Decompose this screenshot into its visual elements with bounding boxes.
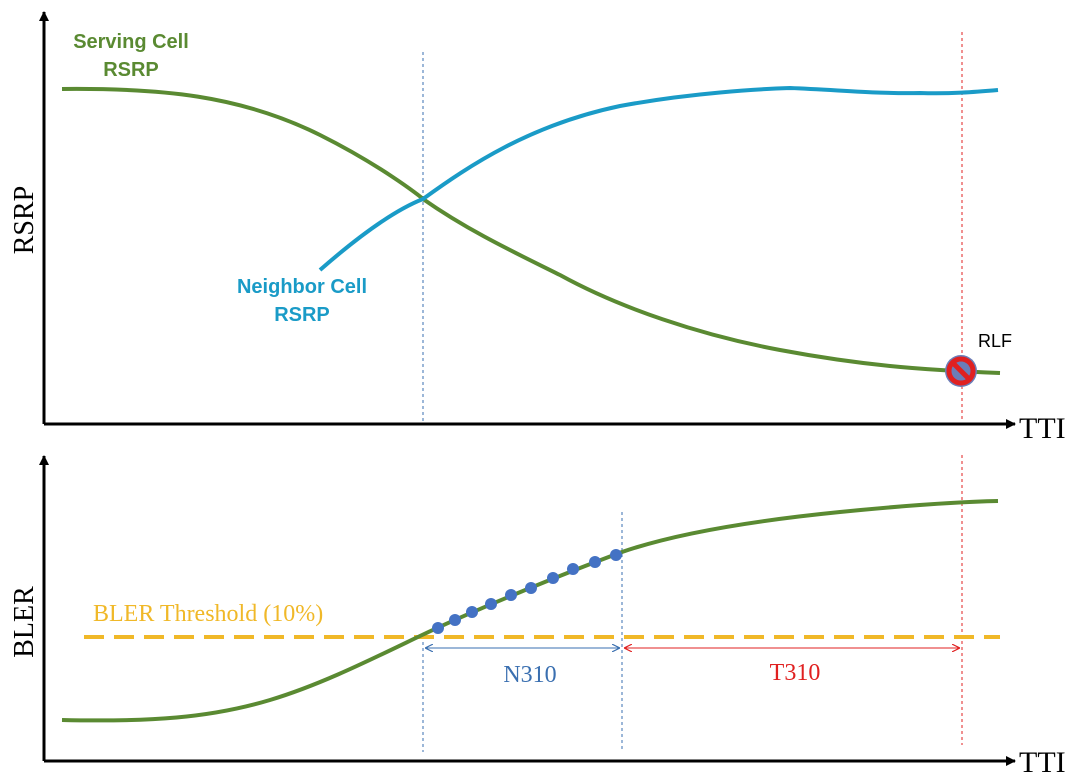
sample-point <box>547 572 559 584</box>
rlf-label: RLF <box>978 331 1012 351</box>
n310-sample-points <box>432 549 622 634</box>
sample-point <box>485 598 497 610</box>
rlf-no-entry-icon <box>945 355 977 387</box>
serving-cell-label-line2: RSRP <box>103 59 159 81</box>
t310-label: T310 <box>770 660 821 686</box>
bottom-y-axis-label: BLER <box>9 586 40 658</box>
sample-point <box>432 622 444 634</box>
bottom-x-axis-label: TTI <box>1019 746 1066 778</box>
n310-label: N310 <box>503 662 556 688</box>
sample-point <box>466 606 478 618</box>
sample-point <box>505 589 517 601</box>
serving-cell-rsrp-curve <box>61 86 1001 375</box>
bler-threshold-label: BLER Threshold (10%) <box>93 601 323 627</box>
neighbor-cell-label-line2: RSRP <box>274 304 330 326</box>
sample-point <box>610 549 622 561</box>
neighbor-cell-rsrp-curve <box>318 85 999 272</box>
serving-cell-label-line1: Serving Cell <box>73 31 189 53</box>
sample-point <box>449 614 461 626</box>
bottom-panel: BLER Threshold (10%) N310 T310 BLER TTI <box>9 455 1066 778</box>
top-x-axis-label: TTI <box>1019 412 1066 445</box>
sample-point <box>567 563 579 575</box>
top-panel: RSRP TTI Serving Cell RSRP Neighbor Cell… <box>9 11 1066 445</box>
top-y-axis-label: RSRP <box>9 186 40 255</box>
sample-point <box>589 556 601 568</box>
neighbor-cell-label-line1: Neighbor Cell <box>237 276 367 298</box>
sample-point <box>525 582 537 594</box>
